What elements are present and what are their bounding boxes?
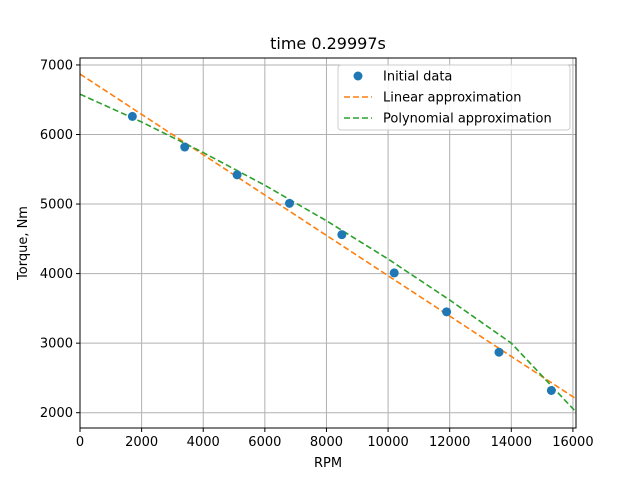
data-point xyxy=(546,385,556,395)
data-point xyxy=(494,347,504,357)
x-tick-label: 6000 xyxy=(248,435,281,450)
y-tick-label: 6000 xyxy=(40,128,73,143)
x-tick-label: 12000 xyxy=(429,435,470,450)
data-point xyxy=(284,198,294,208)
series-layer xyxy=(80,73,576,413)
data-point xyxy=(232,170,242,180)
data-point xyxy=(442,307,452,317)
legend-marker xyxy=(353,71,363,81)
y-tick-label: 7000 xyxy=(40,58,73,73)
x-tick-label: 0 xyxy=(76,435,84,450)
ticks: 0 2000 4000 6000 8000 10000 12000 14000 16000200… xyxy=(40,58,594,450)
legend-label: Initial data xyxy=(383,70,452,85)
legend: Initial data Linear approximation Polynomi… xyxy=(337,64,571,131)
y-tick-label: 2000 xyxy=(40,406,73,421)
x-tick-label: 10000 xyxy=(367,435,408,450)
x-tick-label: 16000 xyxy=(552,435,593,450)
x-axis-label: RPM xyxy=(314,456,342,471)
data-point xyxy=(180,142,190,152)
data-point xyxy=(389,268,399,278)
data-point xyxy=(337,230,347,240)
x-tick-label: 4000 xyxy=(187,435,220,450)
legend-label: Linear approximation xyxy=(383,91,521,106)
y-tick-label: 3000 xyxy=(40,337,73,352)
x-tick-label: 14000 xyxy=(491,435,532,450)
y-tick-label: 4000 xyxy=(40,267,73,282)
plot-frame xyxy=(79,57,577,429)
series-line-polynomial-approximation xyxy=(80,93,576,413)
legend-box xyxy=(337,64,571,131)
data-point xyxy=(127,111,137,121)
x-tick-label: 8000 xyxy=(310,435,343,450)
y-axis-label: Torque, Nm xyxy=(16,206,31,281)
legend-label: Polynomial approximation xyxy=(383,112,552,127)
y-tick-label: 5000 xyxy=(40,198,73,213)
chart-title: time 0.29997s xyxy=(270,34,386,53)
x-tick-label: 2000 xyxy=(125,435,158,450)
